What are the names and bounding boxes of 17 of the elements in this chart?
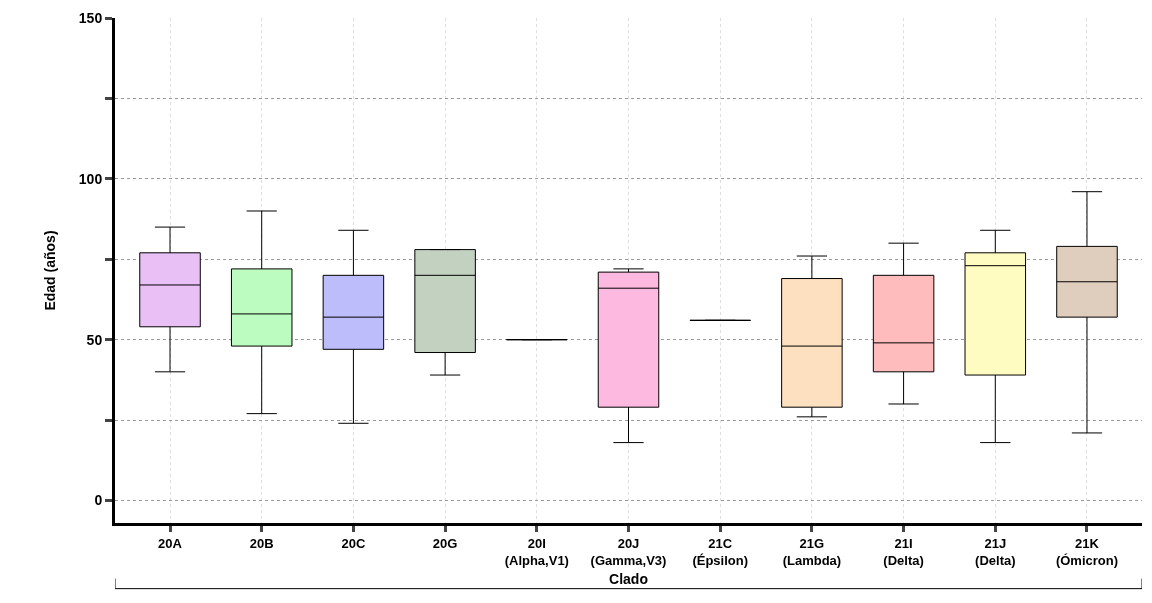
x-tick-label: 21I (Delta) xyxy=(883,535,924,568)
x-tick-label: 20B xyxy=(249,535,274,551)
y-tick-label: 100 xyxy=(78,170,103,187)
y-axis-title: Edad (años) xyxy=(42,230,59,311)
x-tick-label: 20A xyxy=(158,535,183,551)
x-tick-label: 21J (Delta) xyxy=(975,535,1016,568)
x-tick-label: 20J (Gamma,V3) xyxy=(590,535,667,568)
x-tick-label: 21C (Épsilon) xyxy=(692,535,748,568)
y-tick-label: 150 xyxy=(78,9,103,26)
x-tick-label: 20G xyxy=(432,535,458,551)
x-axis-title: Clado xyxy=(609,570,648,587)
x-tick-label: 21K (Ómicron) xyxy=(1055,535,1119,568)
x-tick-label: 21G (Lambda) xyxy=(782,535,842,568)
y-tick-label: 50 xyxy=(86,331,103,348)
y-tick-label: 0 xyxy=(94,492,103,509)
x-tick-label: 20I (Alpha,V1) xyxy=(504,535,569,568)
x-tick-label: 20C xyxy=(341,535,366,551)
